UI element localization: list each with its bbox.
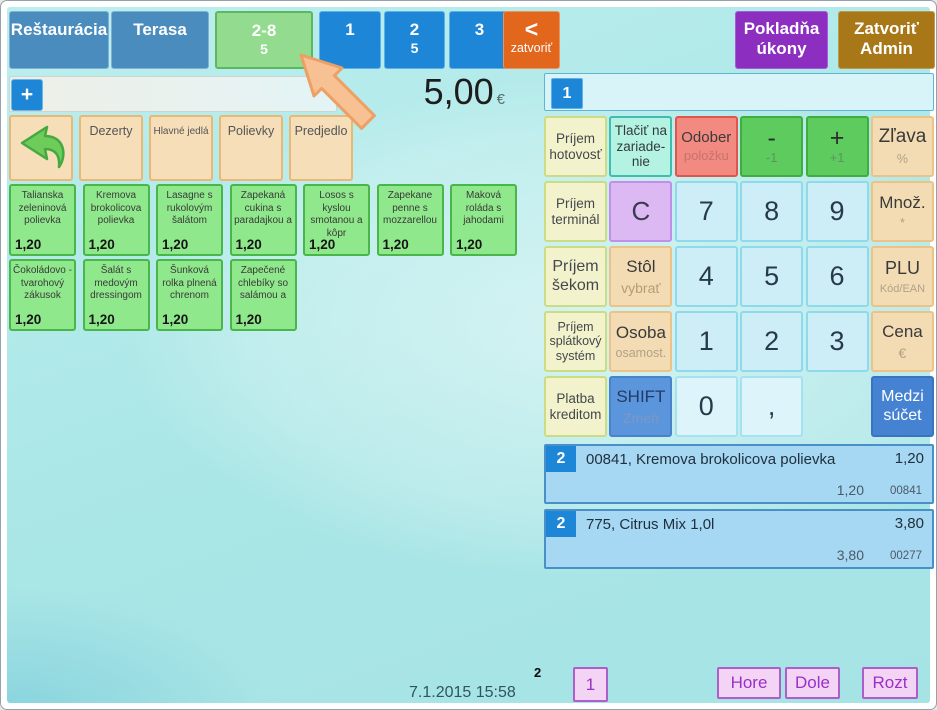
key-1[interactable]: 1 [674, 311, 738, 372]
key-8[interactable]: 8 [740, 181, 804, 242]
cashier-actions-button[interactable]: Pokladňa úkony [735, 11, 828, 69]
keypad-empty-cell [806, 376, 869, 437]
minus-icon: - [767, 123, 776, 152]
scroll-down-button[interactable]: Dole [785, 667, 840, 699]
currency-symbol: € [496, 91, 505, 108]
quantity-badge: 2 [546, 511, 576, 537]
key-plu[interactable]: PLU Kód/EAN [870, 246, 934, 307]
area-label: Reštaurácia [10, 20, 108, 39]
key-comma[interactable]: , [740, 376, 804, 437]
page-button-2[interactable]: 2 5 [384, 11, 445, 69]
area-button-terasa[interactable]: Terasa [111, 11, 209, 69]
back-arrow-icon [20, 125, 65, 169]
product-salat-s-medovym-dressingom[interactable]: Šalát s medovým dressingom 1,20 [82, 259, 150, 331]
product-talianska-zeleninova-polievka[interactable]: Talianska zeleninová polievka 1,20 [9, 184, 76, 256]
key-prijem-hotovost[interactable]: Príjem hotovosť [544, 116, 607, 177]
key-subtotal[interactable]: Medzi súčet [870, 376, 934, 437]
product-sunkova-rolka[interactable]: Šunková rolka plnená chrenom 1,20 [156, 259, 223, 331]
receipt-item-unit-price: 3,80 [836, 547, 864, 563]
receipt-tab-bar: 1 [544, 73, 934, 111]
key-price[interactable]: Cena € [870, 311, 934, 372]
product-zapekana-cukina[interactable]: Zapekaná cukina s paradajkou a 1,20 [229, 184, 297, 256]
key-5[interactable]: 5 [740, 246, 804, 307]
receipt-item-code: 00277 [890, 550, 922, 562]
add-button[interactable]: + [11, 79, 43, 111]
category-polievky[interactable]: Polievky [219, 115, 283, 181]
back-chevron-icon: < [524, 16, 539, 42]
category-row: Dezerty Hlavné jedlá Polievky Predjedlo [9, 115, 353, 181]
receipt-item-code: 00841 [890, 485, 922, 497]
area-label: Terasa [133, 20, 187, 39]
key-9[interactable]: 9 [805, 181, 869, 242]
product-cokoladovo-tvarohovy-zakusok[interactable]: Čokoládovo - tvarohový zákusok 1,20 [9, 259, 76, 331]
key-table-select[interactable]: Stôl vybrať [609, 246, 673, 307]
receipt-item-text: 00841, Kremova brokolicova polievka [586, 451, 836, 468]
product-lasagne-s-rukolovym-salatom[interactable]: Lasagne s rukolovým šalátom 1,20 [156, 184, 223, 256]
page-button-3[interactable]: 3 [449, 11, 510, 69]
category-dezerty[interactable]: Dezerty [79, 115, 143, 181]
category-back-button[interactable] [9, 115, 73, 181]
plus-icon: + [829, 123, 845, 152]
close-button[interactable]: < zatvoriť [503, 11, 560, 69]
expand-button[interactable]: Rozt [862, 667, 918, 699]
key-clear[interactable]: C [609, 181, 673, 242]
product-makova-rolada[interactable]: Maková roláda s jahodami 1,20 [450, 184, 517, 256]
key-prijem-splatkovy-system[interactable]: Príjem splátkový systém [544, 311, 607, 372]
plus-icon: + [20, 83, 34, 106]
key-shift[interactable]: SHIFT Zmeň [609, 376, 673, 437]
key-4[interactable]: 4 [674, 246, 738, 307]
page-button-1[interactable]: 1 [319, 11, 381, 69]
key-prijem-sekom[interactable]: Príjem šekom [544, 246, 607, 307]
category-hlavne-jedla[interactable]: Hlavné jedlá [149, 115, 213, 181]
key-minus[interactable]: - -1 [740, 116, 804, 177]
product-kremova-brokolicova-polievka[interactable]: Kremova brokolicova polievka 1,20 [82, 184, 150, 256]
product-row-2: Čokoládovo - tvarohový zákusok 1,20 Šalá… [9, 259, 297, 331]
receipt-page-button[interactable]: 1 [573, 667, 608, 702]
amount-display: 5,00 € [373, 71, 505, 113]
item-count-label: 2 [534, 665, 542, 680]
product-row-1: Talianska zeleninová polievka 1,20 Kremo… [9, 184, 517, 256]
key-discount[interactable]: Zľava % [870, 116, 934, 177]
key-print-to-device[interactable]: Tlačiť na zariade- nie [609, 116, 673, 177]
datetime-label: 7.1.2015 15:58 [409, 684, 516, 701]
receipt-item-total: 1,20 [894, 450, 924, 467]
receipt-item-total: 3,80 [894, 515, 924, 532]
key-prijem-terminal[interactable]: Príjem terminál [544, 181, 607, 242]
receipt-item-unit-price: 1,20 [836, 482, 864, 498]
scroll-up-button[interactable]: Hore [717, 667, 781, 699]
keypad: Príjem hotovosť Tlačiť na zariade- nie O… [544, 116, 934, 437]
amount-value: 5,00 [423, 71, 494, 112]
key-6[interactable]: 6 [805, 246, 869, 307]
receipt-item-text: 775, Citrus Mix 1,0l [586, 516, 715, 533]
product-zapekane-penne[interactable]: Zapekane penne s mozzarellou 1,20 [376, 184, 444, 256]
key-quantity[interactable]: Množ. * [870, 181, 934, 242]
key-platba-kreditom[interactable]: Platba kreditom [544, 376, 607, 437]
key-remove-item[interactable]: Odober položku [674, 116, 738, 177]
area-button-restauracia[interactable]: Reštaurácia [9, 11, 109, 69]
receipt-item-1[interactable]: 2 00841, Kremova brokolicova polievka 1,… [544, 444, 934, 504]
close-admin-button[interactable]: Zatvoriť Admin [838, 11, 935, 69]
quantity-badge: 2 [546, 446, 576, 472]
entry-input[interactable] [9, 76, 337, 112]
product-zapecene-chlebiky[interactable]: Zapečené chlebíky so salámou a 1,20 [229, 259, 297, 331]
key-plus[interactable]: + +1 [805, 116, 869, 177]
key-person[interactable]: Osoba osamost. [609, 311, 673, 372]
receipt-tab-1[interactable]: 1 [551, 78, 583, 109]
table-button-active[interactable]: 2-8 5 [215, 11, 313, 69]
key-2[interactable]: 2 [740, 311, 804, 372]
receipt-item-2[interactable]: 2 775, Citrus Mix 1,0l 3,80 3,80 00277 [544, 509, 934, 569]
key-0[interactable]: 0 [674, 376, 738, 437]
product-losos-s-kyslou-smotanou[interactable]: Losos s kyslou smotanou a kôpr 1,20 [303, 184, 370, 256]
key-3[interactable]: 3 [805, 311, 869, 372]
key-7[interactable]: 7 [674, 181, 738, 242]
category-predjedlo[interactable]: Predjedlo [289, 115, 353, 181]
